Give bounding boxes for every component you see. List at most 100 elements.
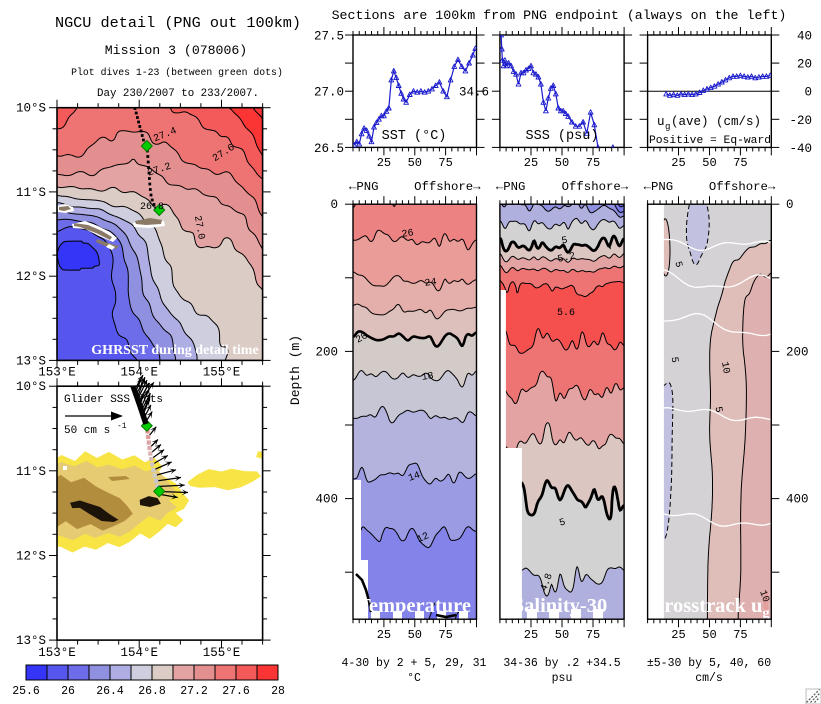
svg-text:50: 50 [555,628,569,642]
svg-text:75: 75 [438,156,452,170]
svg-text:26.8: 26.8 [138,685,166,698]
svg-text:5: 5 [671,260,683,269]
svg-text:20: 20 [797,58,812,72]
svg-text:25.6: 25.6 [12,685,40,698]
svg-text:Positive = Eq-ward: Positive = Eq-ward [649,135,771,147]
svg-text:28: 28 [271,685,285,698]
svg-text:0: 0 [804,86,812,100]
svg-text:Salinity-30: Salinity-30 [513,595,608,617]
svg-text:12°S: 12°S [16,550,46,564]
svg-text:11°S: 11°S [16,186,46,200]
svg-text:psu: psu [552,672,573,685]
svg-text:10: 10 [756,589,770,604]
svg-text:75: 75 [438,628,452,642]
svg-text:26.8: 26.8 [140,202,164,213]
svg-text:400: 400 [786,493,809,507]
svg-text:Mission 3 (078006): Mission 3 (078006) [105,43,247,58]
svg-text:±5-30 by 5, 40, 60: ±5-30 by 5, 40, 60 [647,657,771,670]
svg-text:SSS (psu): SSS (psu) [526,129,599,144]
svg-text:0: 0 [330,198,338,212]
svg-text:cm/s: cm/s [695,672,723,685]
svg-text:0: 0 [786,198,794,212]
svg-text:50 cm s: 50 cm s [64,425,110,437]
svg-text:SST (°C): SST (°C) [382,129,447,144]
svg-text:11°S: 11°S [16,465,46,479]
svg-text:Crosstrack u: Crosstrack u [650,595,763,617]
svg-text:10: 10 [718,361,731,375]
svg-text:13°S: 13°S [16,354,46,368]
svg-text:26: 26 [61,685,75,698]
svg-text:Temperature: Temperature [357,595,471,617]
svg-text:5.2: 5.2 [557,251,577,266]
svg-text:50: 50 [555,156,569,170]
svg-text:75: 75 [733,628,747,642]
svg-text:Offshore→: Offshore→ [414,180,481,194]
svg-text:34.6: 34.6 [459,86,489,100]
svg-text:27.0: 27.0 [191,215,206,241]
svg-text:50: 50 [408,156,422,170]
svg-text:200: 200 [786,345,809,359]
svg-text:200: 200 [315,345,338,359]
svg-text:75: 75 [586,628,600,642]
svg-text:34-36 by .2 +34.5: 34-36 by .2 +34.5 [503,657,620,670]
svg-text:Glider SSS dots: Glider SSS dots [64,394,163,406]
svg-text:25: 25 [377,628,391,642]
svg-text:27.6: 27.6 [222,685,250,698]
svg-text:153°E: 153°E [38,366,76,380]
svg-text:153°E: 153°E [38,646,76,660]
svg-text:26.5: 26.5 [314,142,344,156]
svg-text:°C: °C [407,672,421,685]
svg-text:Sections are 100km from PNG en: Sections are 100km from PNG endpoint (al… [332,8,787,23]
svg-text:25: 25 [671,156,685,170]
svg-text:26: 26 [401,228,414,241]
svg-text:40: 40 [797,30,812,44]
svg-text:5: 5 [668,356,679,363]
svg-text:155°E: 155°E [203,646,241,660]
svg-text:24: 24 [424,277,437,290]
svg-text:20: 20 [354,331,370,347]
svg-text:Depth (m): Depth (m) [288,335,303,405]
svg-text:GHRSST during detail time: GHRSST during detail time [91,343,258,358]
svg-text:25: 25 [524,628,538,642]
svg-text:75: 75 [586,156,600,170]
svg-text:5: 5 [558,517,567,529]
svg-text:12: 12 [416,531,432,546]
svg-text:154°E: 154°E [120,366,158,380]
svg-text:g: g [763,606,770,621]
svg-text:NGCU detail (PNG out 100km): NGCU detail (PNG out 100km) [55,14,301,32]
svg-text:g: g [665,122,670,132]
svg-text:50: 50 [408,628,422,642]
svg-text:50: 50 [702,628,716,642]
svg-text:27.5: 27.5 [314,30,344,44]
svg-text:Day 230/2007 to 233/2007.: Day 230/2007 to 233/2007. [97,88,259,100]
svg-text:←PNG: ←PNG [644,180,674,194]
svg-text:27.2: 27.2 [180,685,208,698]
svg-text:5.6: 5.6 [557,308,575,319]
svg-text:Offshore→: Offshore→ [562,180,629,194]
svg-text:(ave) (cm/s): (ave) (cm/s) [671,115,761,129]
svg-text:155°E: 155°E [203,366,241,380]
svg-text:-40: -40 [789,142,812,156]
svg-text:50: 50 [702,156,716,170]
svg-text:←PNG: ←PNG [349,180,379,194]
svg-text:u: u [657,115,665,129]
svg-text:-20: -20 [789,114,812,128]
svg-text:400: 400 [315,493,338,507]
svg-text:27.0: 27.0 [314,86,344,100]
svg-text:25: 25 [377,156,391,170]
svg-text:75: 75 [733,156,747,170]
svg-text:10°S: 10°S [16,102,46,116]
svg-text:Plot dives 1-23 (between green: Plot dives 1-23 (between green dots) [71,67,283,78]
svg-text:25: 25 [671,628,685,642]
svg-text:12°S: 12°S [16,270,46,284]
svg-text:←PNG: ←PNG [496,180,526,194]
svg-text:4-30 by 2 + 5, 29, 31: 4-30 by 2 + 5, 29, 31 [342,657,487,670]
svg-text:Offshore→: Offshore→ [709,180,776,194]
svg-text:10°S: 10°S [16,380,46,394]
svg-text:-1: -1 [117,422,127,431]
svg-text:18: 18 [421,371,434,384]
svg-text:25: 25 [524,156,538,170]
svg-text:26.4: 26.4 [96,685,124,698]
svg-text:5: 5 [712,406,724,414]
svg-text:13°S: 13°S [16,634,46,648]
